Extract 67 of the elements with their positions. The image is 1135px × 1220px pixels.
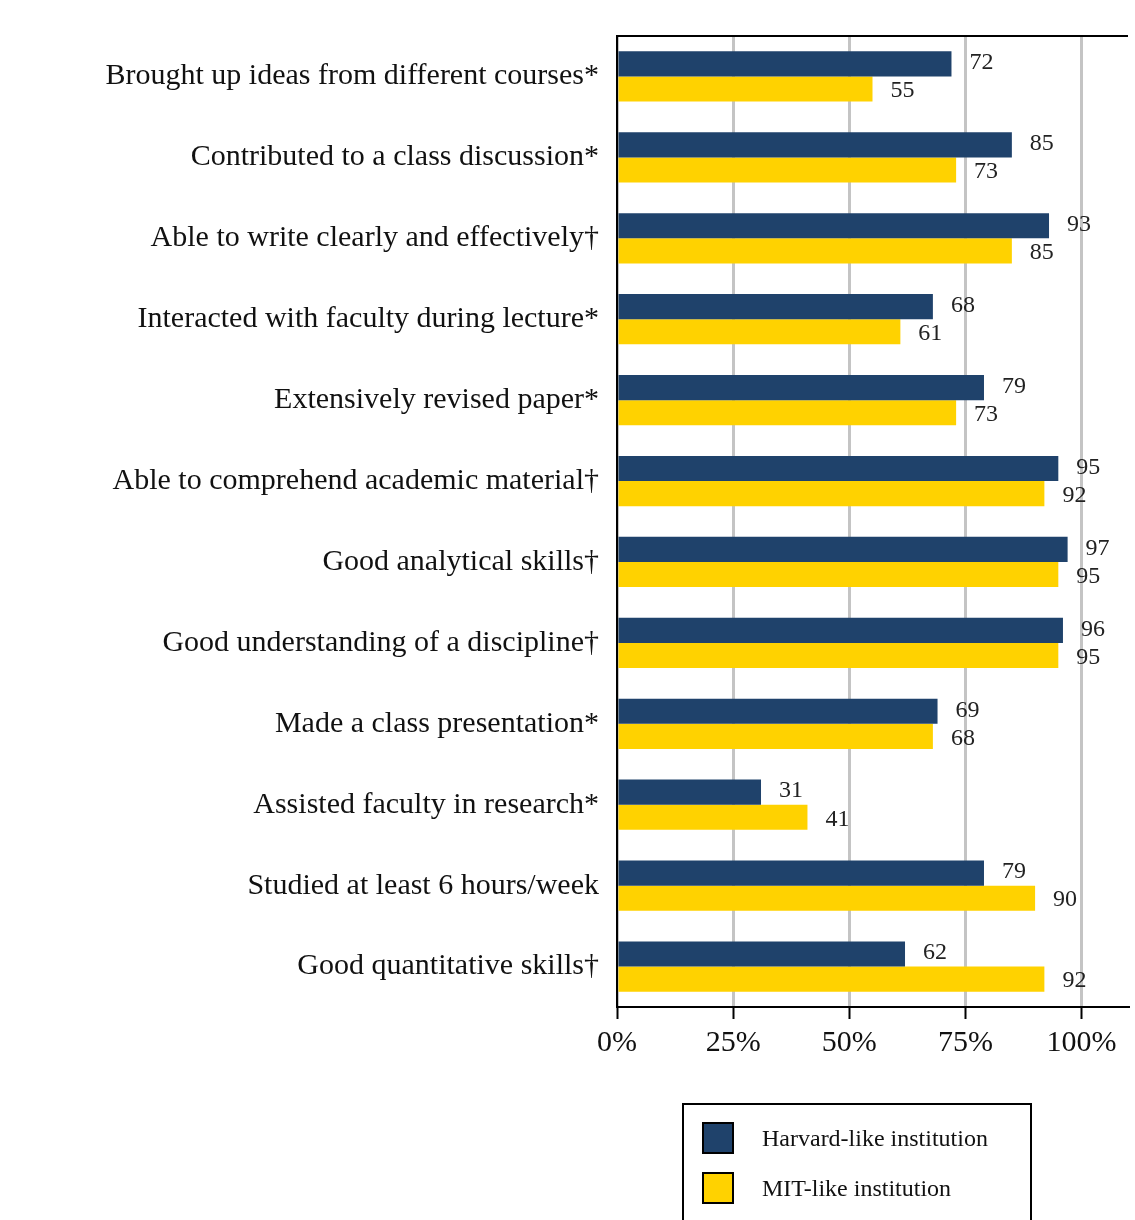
y-tick-label: Brought up ideas from different courses*: [105, 57, 599, 91]
y-tick-label: Able to write clearly and effectively†: [150, 219, 599, 253]
data-label: 55: [890, 76, 915, 103]
bar: [618, 213, 1050, 239]
y-tick-label: Extensively revised paper*: [274, 381, 599, 414]
bar: [618, 455, 1059, 482]
data-label: 97: [1085, 533, 1110, 560]
data-label: 96: [1080, 614, 1105, 641]
bar: [618, 561, 1059, 588]
data-label: 90: [1053, 885, 1078, 912]
y-tick-label: Able to comprehend academic material†: [112, 461, 599, 495]
bar: [618, 642, 1059, 668]
legend-label: MIT-like institution: [762, 1174, 952, 1202]
bar: [618, 723, 933, 749]
data-label: 79: [1001, 371, 1026, 398]
data-label: 85: [1029, 238, 1054, 265]
data-label: 68: [950, 723, 975, 750]
bar: [618, 698, 938, 724]
bar: [618, 76, 873, 102]
data-label: 85: [1029, 129, 1054, 156]
y-tick-label: Good understanding of a discipline†: [162, 623, 599, 657]
data-label: 95: [1076, 452, 1101, 479]
bar: [618, 157, 957, 183]
bar: [618, 375, 984, 401]
bar: [618, 617, 1063, 643]
bar: [618, 966, 1045, 992]
data-label: 62: [923, 938, 948, 965]
x-tick-label: 25%: [705, 1023, 761, 1057]
y-tick-label: Made a class presentation*: [274, 704, 599, 738]
bar: [618, 400, 957, 426]
y-tick-label: Assisted faculty in research*: [253, 785, 599, 819]
bar: [618, 132, 1012, 158]
data-label: 72: [969, 48, 994, 75]
data-label: 92: [1062, 480, 1087, 507]
y-tick-label: Studied at least 6 hours/week: [247, 866, 599, 900]
bar: [618, 804, 808, 830]
legend-label: Harvard-like institution: [762, 1124, 988, 1152]
y-tick-label: Interacted with faculty during lecture*: [137, 300, 599, 334]
bar: [618, 238, 1012, 264]
data-label: 31: [779, 776, 804, 803]
bar: [618, 860, 984, 886]
bar: [618, 51, 952, 77]
data-label: 69: [955, 695, 980, 722]
x-tick-label: 100%: [1046, 1023, 1117, 1057]
data-label: 95: [1076, 561, 1101, 588]
bar: [618, 885, 1036, 911]
y-tick-label: Good analytical skills†: [322, 542, 599, 576]
x-tick-label: 75%: [937, 1023, 993, 1057]
bar: [618, 319, 901, 345]
data-label: 61: [918, 319, 943, 346]
bar: [618, 536, 1068, 562]
data-label: 93: [1067, 210, 1092, 237]
data-label: 41: [825, 804, 850, 831]
y-tick-label: Contributed to a class discussion*: [190, 138, 599, 172]
bar: [618, 941, 906, 967]
data-label: 95: [1076, 642, 1101, 669]
data-label: 68: [950, 290, 975, 317]
data-label: 73: [974, 157, 999, 184]
data-label: 79: [1001, 857, 1026, 884]
x-tick-label: 0%: [597, 1023, 637, 1057]
x-tick-label: 50%: [821, 1023, 877, 1057]
data-label: 73: [974, 399, 999, 426]
bar: [618, 294, 933, 320]
bar: [618, 481, 1045, 507]
y-tick-label: Good quantitative skills†: [297, 947, 599, 981]
bar: [618, 779, 762, 805]
data-label: 92: [1062, 966, 1087, 993]
